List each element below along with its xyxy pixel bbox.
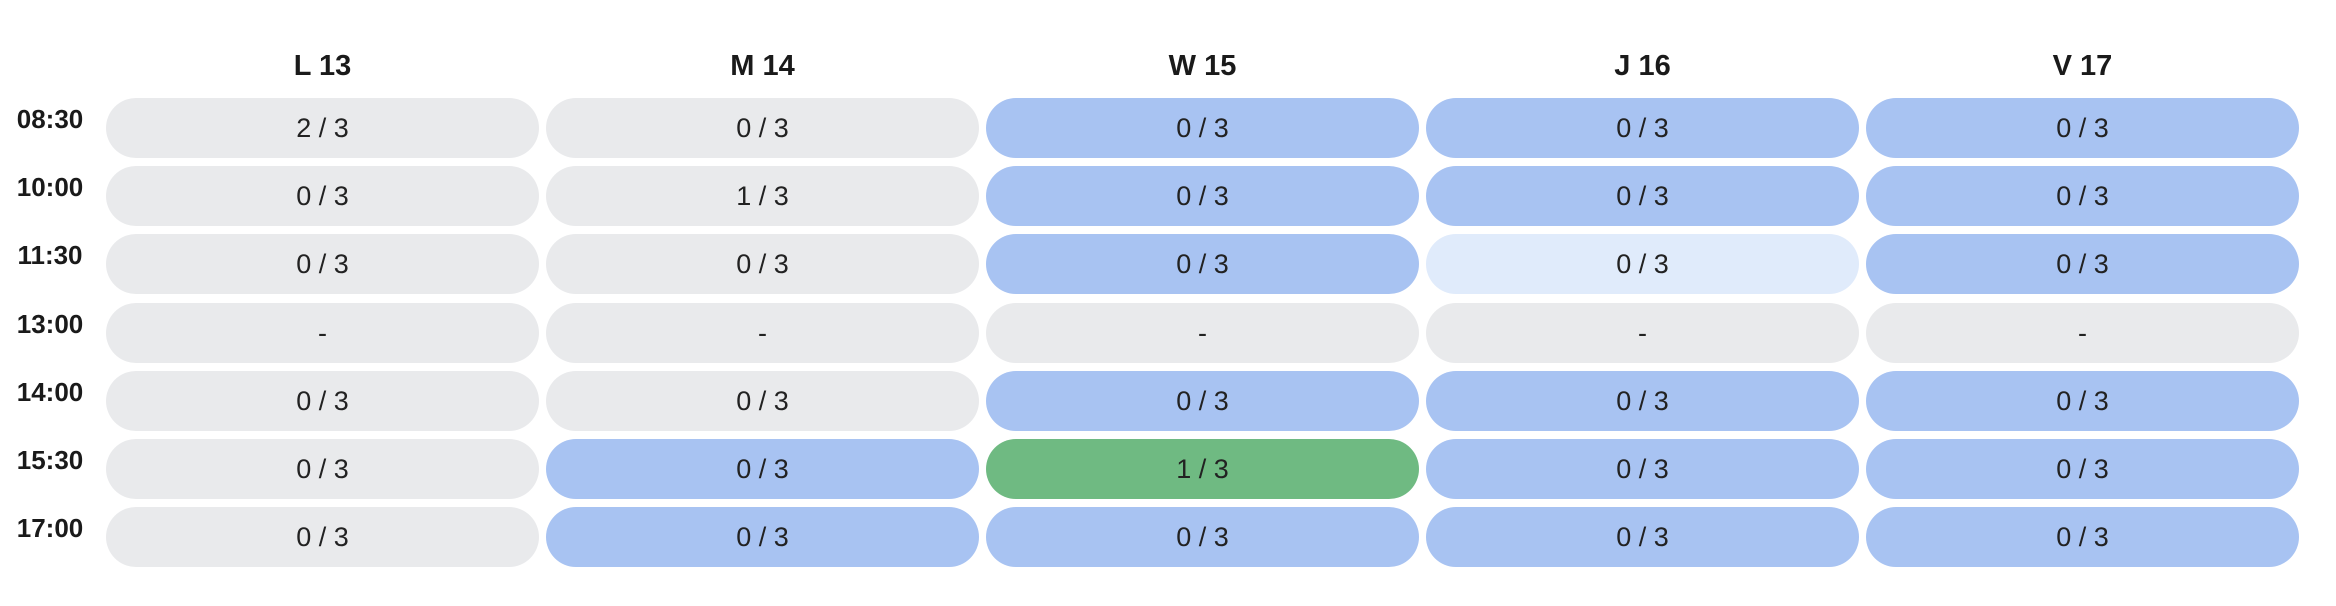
slot-m14-1130[interactable]: 0 / 3 (546, 234, 979, 294)
slot-w15-1530[interactable]: 1 / 3 (986, 439, 1419, 499)
time-label-1300: 13:00 (16, 309, 84, 339)
slot-m14-1400[interactable]: 0 / 3 (546, 371, 979, 431)
slot-j16-1400[interactable]: 0 / 3 (1426, 371, 1859, 431)
slot-l13-0830[interactable]: 2 / 3 (106, 98, 539, 158)
slot-m14-0830[interactable]: 0 / 3 (546, 98, 979, 158)
slot-m14-1530[interactable]: 0 / 3 (546, 439, 979, 499)
slot-l13-1130[interactable]: 0 / 3 (106, 234, 539, 294)
time-label-0830: 08:30 (16, 104, 84, 134)
time-label-1530: 15:30 (16, 445, 84, 475)
day-header-v17: V 17 (2052, 50, 2113, 82)
slot-v17-1300[interactable]: - (1866, 303, 2299, 363)
slot-j16-1700[interactable]: 0 / 3 (1426, 507, 1859, 567)
slot-l13-1300[interactable]: - (106, 303, 539, 363)
slot-v17-1530[interactable]: 0 / 3 (1866, 439, 2299, 499)
slot-w15-1000[interactable]: 0 / 3 (986, 166, 1419, 226)
slot-w15-1300[interactable]: - (986, 303, 1419, 363)
slot-j16-1300[interactable]: - (1426, 303, 1859, 363)
slot-v17-1000[interactable]: 0 / 3 (1866, 166, 2299, 226)
slot-j16-1530[interactable]: 0 / 3 (1426, 439, 1859, 499)
day-header-m14: M 14 (730, 50, 795, 82)
slot-v17-1130[interactable]: 0 / 3 (1866, 234, 2299, 294)
slot-w15-0830[interactable]: 0 / 3 (986, 98, 1419, 158)
slot-v17-1400[interactable]: 0 / 3 (1866, 371, 2299, 431)
slot-l13-1530[interactable]: 0 / 3 (106, 439, 539, 499)
time-label-1130: 11:30 (17, 240, 83, 270)
slot-w15-1130[interactable]: 0 / 3 (986, 234, 1419, 294)
day-header-l13: L 13 (293, 50, 352, 82)
slot-m14-1000[interactable]: 1 / 3 (546, 166, 979, 226)
slot-v17-1700[interactable]: 0 / 3 (1866, 507, 2299, 567)
day-header-j16: J 16 (1614, 50, 1671, 82)
slot-j16-1130[interactable]: 0 / 3 (1426, 234, 1859, 294)
time-label-1400: 14:00 (16, 377, 84, 407)
day-header-row: L 13 M 14 W 15 J 16 V 17 (0, 44, 2336, 88)
day-header-w15: W 15 (1168, 50, 1237, 82)
slot-j16-1000[interactable]: 0 / 3 (1426, 166, 1859, 226)
time-label-1700: 17:00 (16, 513, 84, 543)
slot-m14-1300[interactable]: - (546, 303, 979, 363)
slot-j16-0830[interactable]: 0 / 3 (1426, 98, 1859, 158)
slot-l13-1000[interactable]: 0 / 3 (106, 166, 539, 226)
slot-l13-1400[interactable]: 0 / 3 (106, 371, 539, 431)
slot-m14-1700[interactable]: 0 / 3 (546, 507, 979, 567)
slot-w15-1700[interactable]: 0 / 3 (986, 507, 1419, 567)
slot-v17-0830[interactable]: 0 / 3 (1866, 98, 2299, 158)
slot-l13-1700[interactable]: 0 / 3 (106, 507, 539, 567)
slot-w15-1400[interactable]: 0 / 3 (986, 371, 1419, 431)
time-label-1000: 10:00 (16, 172, 84, 202)
